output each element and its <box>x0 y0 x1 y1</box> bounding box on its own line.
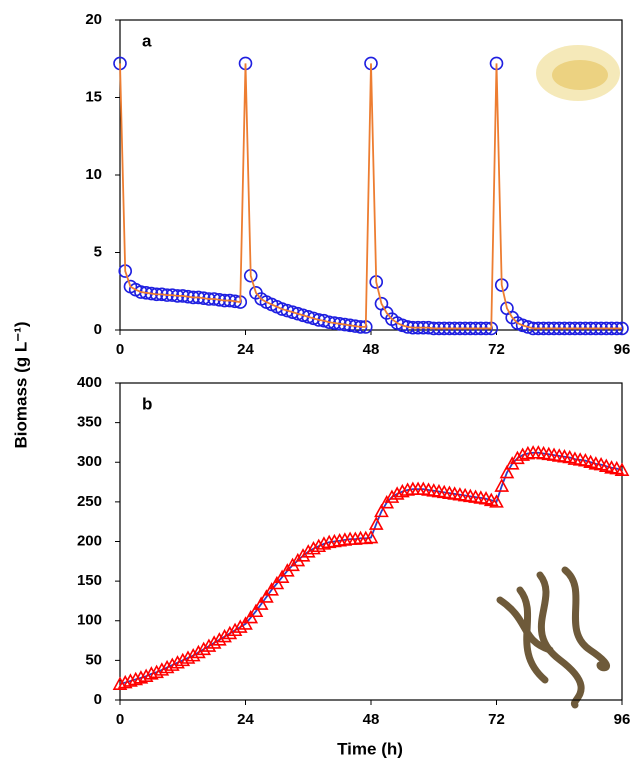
data-point <box>311 538 327 553</box>
y-axis-label: Biomass (g L⁻¹) <box>11 321 30 448</box>
data-point <box>259 589 274 603</box>
data-point <box>614 462 630 476</box>
data-point <box>180 650 196 664</box>
data-point <box>212 632 227 646</box>
data-point <box>112 676 128 690</box>
y-tick-label: 0 <box>94 321 102 338</box>
y-tick-label: 0 <box>94 691 102 708</box>
data-point <box>395 483 410 498</box>
x-tick-label: 96 <box>614 711 630 728</box>
data-point <box>175 652 191 667</box>
data-point <box>295 548 311 562</box>
data-point <box>395 318 410 333</box>
data-point <box>269 575 285 590</box>
data-point <box>154 662 170 676</box>
data-point <box>521 320 535 334</box>
data-point <box>123 673 138 687</box>
y-tick-label: 200 <box>77 532 102 549</box>
data-point <box>300 544 316 558</box>
data-point <box>222 625 238 640</box>
x-tick-label: 72 <box>488 341 505 358</box>
data-point <box>191 644 206 659</box>
data-point <box>317 313 331 328</box>
series-line <box>119 63 622 330</box>
data-point <box>253 596 269 610</box>
data-point <box>128 671 144 686</box>
panel-label: a <box>142 31 152 50</box>
data-point <box>144 666 159 680</box>
data-point <box>117 674 133 689</box>
data-point <box>196 641 212 656</box>
worm-illustration <box>496 566 610 709</box>
y-tick-label: 15 <box>85 88 102 105</box>
data-point <box>363 529 379 544</box>
y-tick-label: 100 <box>77 612 102 629</box>
x-axis-label: Time (h) <box>337 739 403 758</box>
data-point <box>217 628 232 643</box>
data-point <box>206 635 222 649</box>
data-point <box>306 311 321 326</box>
data-point <box>274 569 290 583</box>
y-tick-label: 150 <box>77 572 102 589</box>
panel-label: b <box>142 394 152 413</box>
data-point <box>243 609 259 624</box>
data-point <box>368 516 384 530</box>
data-point <box>499 464 515 479</box>
data-point <box>389 486 405 500</box>
x-tick-label: 0 <box>116 711 124 728</box>
data-point <box>510 450 525 465</box>
data-point <box>164 657 180 671</box>
data-point <box>494 478 510 492</box>
data-point <box>201 638 217 652</box>
data-point <box>185 647 201 662</box>
y-tick-label: 50 <box>85 651 102 668</box>
x-tick-label: 24 <box>237 711 254 728</box>
data-point <box>227 622 243 637</box>
data-point <box>306 540 321 555</box>
data-point <box>489 494 504 508</box>
x-tick-label: 48 <box>363 711 380 728</box>
data-point <box>384 489 400 503</box>
y-tick-label: 300 <box>77 453 102 470</box>
y-tick-label: 350 <box>77 414 102 431</box>
y-tick-label: 20 <box>85 11 102 28</box>
data-point <box>138 668 154 683</box>
data-point <box>238 616 253 630</box>
x-tick-label: 0 <box>116 341 124 358</box>
data-point <box>515 447 530 461</box>
y-tick-label: 10 <box>85 166 102 183</box>
data-point <box>374 503 389 518</box>
x-tick-label: 72 <box>488 711 505 728</box>
data-point <box>311 313 326 327</box>
x-tick-label: 48 <box>363 341 380 358</box>
y-tick-label: 250 <box>77 493 102 510</box>
data-point <box>159 659 175 674</box>
y-tick-label: 400 <box>77 374 102 391</box>
data-point <box>133 670 149 684</box>
data-point <box>316 536 332 550</box>
data-point <box>264 582 279 596</box>
y-tick-label: 5 <box>94 243 102 260</box>
data-point <box>149 664 164 679</box>
x-tick-label: 24 <box>237 341 254 358</box>
x-tick-label: 96 <box>614 341 630 358</box>
data-point <box>248 603 264 618</box>
oyster-illustration <box>536 45 620 101</box>
data-point <box>170 655 185 669</box>
data-point <box>232 619 248 633</box>
